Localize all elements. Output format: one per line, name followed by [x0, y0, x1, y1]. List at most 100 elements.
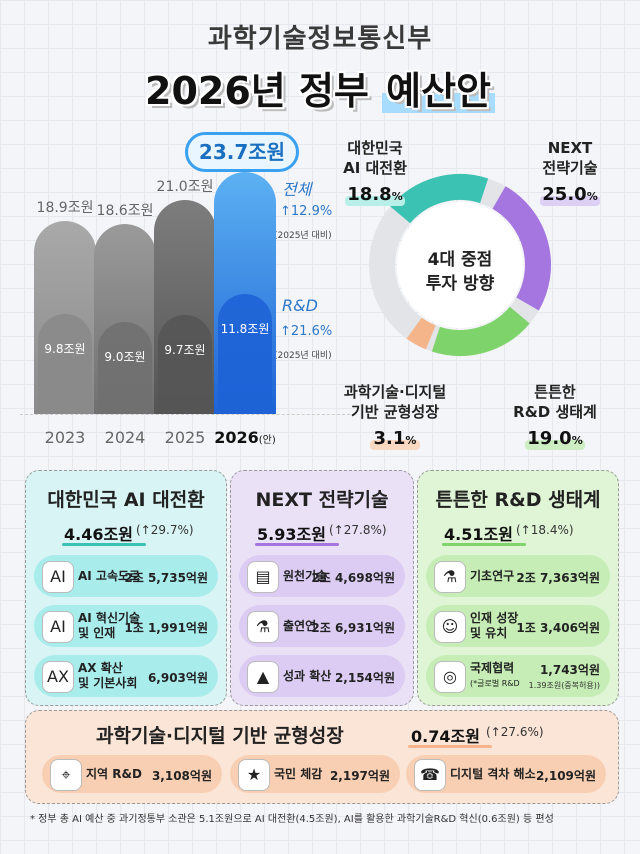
map-pin-icon: ⌖ — [50, 759, 82, 791]
item-amount: 2,154억원 — [334, 671, 395, 685]
panel-ecosystem-amount-underline — [442, 543, 526, 546]
item-amount: 1,743억원 — [539, 663, 600, 677]
up-arrow-icon: ↑ — [280, 324, 291, 339]
panel-ai: 대한민국 AI 대전환 4.46조원 (↑29.7%) AI AI 고속도로 2… — [25, 470, 227, 706]
ax-globe-icon: AX — [42, 661, 74, 693]
ai-chip-icon: AI — [42, 561, 74, 593]
panel-ai-item: AI AI 고속도로 2조 5,735억원 — [34, 555, 218, 597]
bar-rd-label: 9.8조원 — [44, 342, 86, 357]
growth-rd-note: (2025년 대비) — [274, 351, 332, 361]
person-search-icon: ☺ — [434, 611, 466, 643]
growth-total-name: 전체 — [282, 180, 312, 199]
item-amount: 2조 5,735억원 — [124, 571, 208, 585]
item-name: 디지털 격차 해소 — [450, 767, 536, 781]
area-ecosystem-name: 튼튼한 R&D 생태계 — [513, 383, 597, 421]
bar-total-label: 21.0조원 — [156, 178, 214, 195]
panel-next-growth: (↑27.8%) — [329, 523, 387, 537]
ministry-name: 과학기술정보통신부 — [207, 24, 433, 54]
document-icon: ▤ — [247, 561, 279, 593]
donut-center-label: 4대 중점 투자 방향 — [412, 248, 508, 296]
item-name: 국민 체감 — [274, 767, 323, 781]
area-ecosystem-pct: 19.0% — [527, 428, 583, 449]
total-2026-bubble: 23.7조원 — [185, 132, 299, 172]
budget-title-highlight: 예산안 — [382, 69, 495, 113]
item-amount: 1조 3,406억원 — [516, 621, 600, 635]
area-ai-pct: 18.8% — [347, 184, 403, 205]
area-balanced-name: 과학기술·디지털 기반 균형성장 — [343, 383, 447, 421]
panel-ecosystem-title: 튼튼한 R&D 생태계 — [435, 489, 601, 511]
panel-next-amount-underline — [255, 543, 339, 546]
item-name: AX 확산 및 기본사회 — [78, 661, 138, 690]
item-name: AI 고속도로 — [78, 569, 141, 583]
item-amount: 2,109억원 — [535, 769, 596, 783]
growth-chart-icon: ▲ — [247, 661, 279, 693]
area-balanced-pct-highlight — [370, 440, 420, 450]
growth-total-value: ↑12.9% — [280, 204, 333, 219]
budget-title: 2026년 정부 예산안 — [0, 60, 640, 115]
area-balanced-pct: 3.1% — [373, 428, 417, 449]
item-amount: 6,903억원 — [147, 671, 208, 685]
area-ecosystem-pct-highlight — [525, 440, 585, 450]
panel-balanced-amount: 0.74조원 — [411, 727, 480, 746]
bar-rd-2025 — [158, 315, 212, 414]
panel-ecosystem: 튼튼한 R&D 생태계 4.51조원 (↑18.4%) ⚗ 기초연구 2조 7,… — [417, 470, 619, 706]
bar-rd-2026 — [218, 293, 272, 414]
bar-rd-label: 9.7조원 — [164, 343, 206, 358]
panel-ecosystem-item: ◎ 국제협력 (*글로벌 R&D 1,743억원 1.39조원(중복허용)) — [426, 655, 610, 697]
bar-rd-2024 — [98, 322, 152, 414]
item-amount: 3,108억원 — [151, 769, 212, 783]
panel-balanced-amount-underline — [408, 745, 492, 748]
panel-balanced-item: ⌖ 지역 R&D 3,108억원 — [42, 755, 222, 793]
panel-ai-growth: (↑29.7%) — [136, 523, 194, 537]
bar-total-label: 18.6조원 — [96, 203, 154, 220]
area-ai-name: 대한민국 AI 대전환 — [343, 139, 407, 177]
item-name: 성과 확산 — [283, 669, 332, 683]
panel-ai-title: 대한민국 AI 대전환 — [47, 489, 205, 511]
item-amount: 2조 4,698억원 — [311, 571, 395, 585]
item-name: 지역 R&D — [86, 767, 142, 781]
donut-segment — [492, 186, 551, 311]
panel-next-item: ▲ 성과 확산 2,154억원 — [239, 655, 405, 697]
donut-ring — [369, 174, 551, 356]
year-label: 2023 — [44, 428, 86, 447]
growth-total-note: (2025년 대비) — [274, 231, 332, 241]
growth-rd-value: ↑21.6% — [280, 324, 333, 339]
panel-balanced-growth: (↑27.6%) — [486, 725, 544, 739]
panel-ai-amount: 4.46조원 — [64, 525, 133, 544]
panel-ecosystem-amount: 4.51조원 — [444, 525, 513, 544]
donut-segment — [390, 174, 489, 224]
item-name: 기초연구 — [470, 569, 515, 583]
lab-coat-icon: ⚗ — [247, 611, 279, 643]
flask-icon: ⚗ — [434, 561, 466, 593]
donut-segment — [431, 306, 530, 356]
investment-donut-chart — [369, 174, 551, 356]
item-amount: 1조 1,991억원 — [124, 621, 208, 635]
chart-baseline — [20, 414, 350, 415]
donut-inner-disc — [397, 202, 523, 328]
panel-next-item: ⚗ 출연연 2조 6,931억원 — [239, 605, 405, 647]
bar-rd-label: 9.0조원 — [104, 350, 146, 365]
panel-ai-item: AX AX 확산 및 기본사회 6,903억원 — [34, 655, 218, 697]
donut-center-line1: 4대 중점 — [427, 250, 493, 270]
panel-ecosystem-item: ⚗ 기초연구 2조 7,363억원 — [426, 555, 610, 597]
footnote: * 정부 총 AI 예산 중 과기정통부 소관은 5.1조원으로 AI 대전환(… — [30, 814, 554, 825]
bar-rd-label: 11.8조원 — [220, 321, 270, 336]
item-name: 인재 성장 및 유치 — [470, 611, 519, 640]
ai-brain-icon: AI — [42, 611, 74, 643]
item-name: 국제협력 (*글로벌 R&D — [470, 661, 520, 688]
panel-ai-amount-underline — [62, 543, 146, 546]
item-name: AI 혁신기술 및 인재 — [78, 611, 141, 640]
panel-ai-item: AI AI 혁신기술 및 인재 1조 1,991억원 — [34, 605, 218, 647]
item-amount: 2,197억원 — [329, 769, 390, 783]
trophy-icon: ★ — [238, 759, 270, 791]
item-amount: 2조 7,363억원 — [516, 571, 600, 585]
donut-segment — [406, 317, 437, 350]
item-note: 1.39조원(중복허용)) — [528, 681, 600, 690]
panel-balanced: 과학기술·디지털 기반 균형성장 0.74조원 (↑27.6%) ⌖ 지역 R&… — [25, 710, 619, 804]
panel-next-amount: 5.93조원 — [257, 525, 326, 544]
panel-balanced-item: ☎ 디지털 격차 해소 2,109억원 — [406, 755, 606, 793]
year-label: 2024 — [104, 428, 146, 447]
year-label: 2025 — [164, 428, 206, 447]
panel-balanced-item: ★ 국민 체감 2,197억원 — [230, 755, 400, 793]
item-name: 출연연 — [283, 619, 317, 633]
